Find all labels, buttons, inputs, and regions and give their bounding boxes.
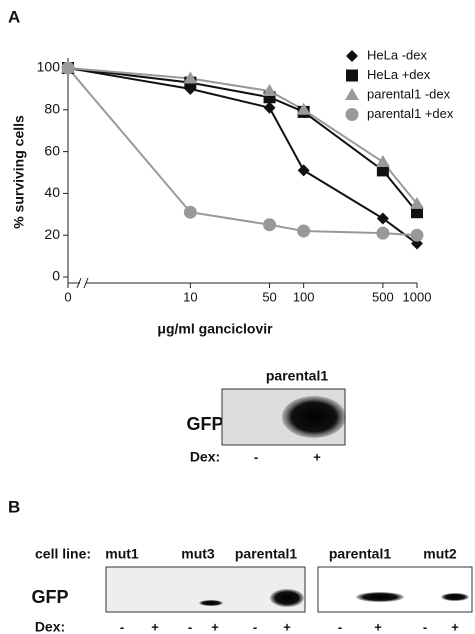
x-tick-label: 1000 (403, 289, 432, 304)
marker (263, 101, 276, 114)
marker (263, 218, 277, 232)
dex-sign: - (254, 449, 258, 464)
x-axis-label: μg/ml ganciclovir (157, 321, 273, 337)
cell-line: mut2 (423, 546, 457, 562)
marker (376, 226, 390, 240)
legend-label: HeLa +dex (367, 67, 431, 82)
marker (411, 206, 423, 219)
band (270, 589, 304, 607)
dex-sign: + (151, 619, 159, 634)
dex-sign: - (423, 619, 427, 634)
marker (410, 228, 424, 242)
x-tick-label: 50 (262, 289, 276, 304)
band (356, 592, 404, 602)
band (441, 593, 469, 601)
y-tick-label: 0 (52, 268, 60, 284)
y-tick-label: 20 (44, 226, 60, 242)
line (67, 67, 418, 245)
y-tick-label: 40 (44, 184, 60, 200)
cell-line: parental1 (329, 546, 391, 562)
y-tick-label: 80 (44, 101, 60, 117)
dex-label: Dex: (190, 449, 220, 465)
marker (296, 102, 311, 115)
x-tick-label: 10 (183, 289, 197, 304)
dex-sign: + (451, 619, 459, 634)
y-axis-label: % surviving cells (11, 115, 27, 229)
legend-label: parental1 -dex (367, 86, 451, 101)
x-tick-label: 100 (293, 289, 315, 304)
legend-marker (345, 108, 359, 121)
marker (183, 71, 198, 84)
legend-label: HeLa -dex (367, 47, 427, 62)
marker (410, 196, 424, 209)
cell-line: mut3 (181, 546, 215, 562)
panel-label: A (8, 7, 20, 26)
dex-sign: + (313, 449, 321, 464)
line (67, 67, 418, 205)
x-tick-label: 500 (372, 289, 394, 304)
y-tick-label: 100 (37, 59, 61, 75)
dex-sign: + (283, 619, 291, 634)
panel-label: B (8, 497, 20, 516)
dex-sign: - (253, 619, 257, 634)
marker (376, 164, 389, 177)
axis-break (76, 277, 82, 289)
marker (376, 212, 389, 225)
dex-label: Dex: (35, 619, 65, 634)
dex-sign: - (338, 619, 342, 634)
cell-line-label: cell line: (35, 546, 91, 562)
marker (297, 224, 311, 238)
cell-line: parental1 (235, 546, 297, 562)
blot-title: parental1 (266, 368, 328, 384)
line (67, 67, 418, 213)
band (282, 396, 346, 438)
dex-sign: - (188, 619, 192, 634)
marker (375, 155, 390, 168)
cell-line: mut1 (105, 546, 139, 562)
x-tick-label: 0 (64, 289, 71, 304)
band (199, 600, 223, 606)
row-label: GFP (31, 587, 68, 607)
dex-sign: - (120, 619, 124, 634)
row-label: GFP (186, 414, 223, 434)
y-tick-label: 60 (44, 142, 60, 158)
legend-marker (346, 50, 358, 62)
marker (61, 61, 75, 75)
marker (297, 164, 310, 177)
dex-sign: + (374, 619, 382, 634)
marker (262, 83, 277, 96)
legend-label: parental1 +dex (367, 106, 454, 121)
marker (183, 205, 197, 219)
legend-marker (346, 69, 358, 82)
blot (317, 566, 473, 613)
legend-marker (345, 88, 359, 100)
axis-break (83, 277, 89, 289)
dex-sign: + (211, 619, 219, 634)
